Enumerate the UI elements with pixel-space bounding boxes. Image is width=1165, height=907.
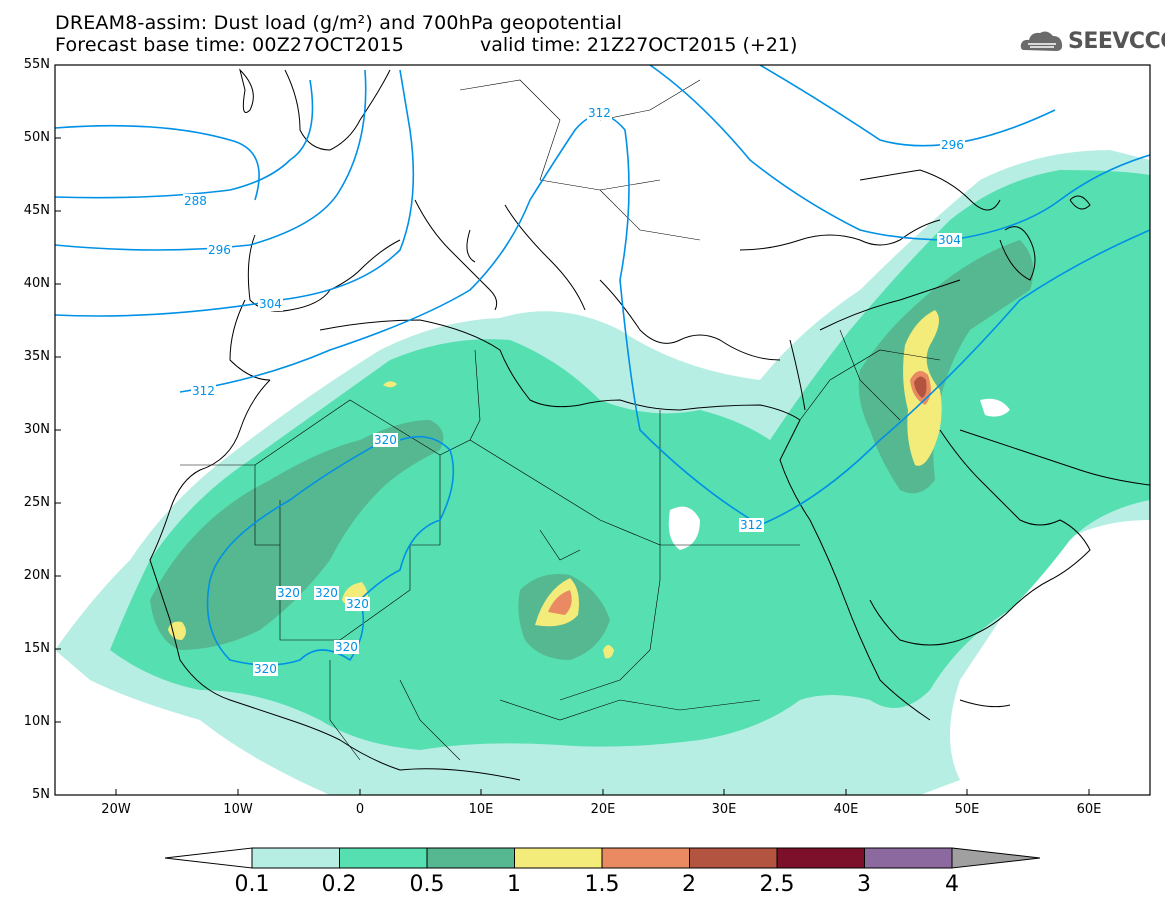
contour-label: 288 bbox=[183, 194, 208, 208]
contour-label: 312 bbox=[191, 384, 216, 398]
colorbar-label: 0.2 bbox=[321, 872, 357, 897]
map-title: DREAM8-assim: Dust load (g/m²) and 700hP… bbox=[55, 12, 623, 34]
colorbar-left-arrow bbox=[164, 847, 253, 869]
colorbar-segment bbox=[514, 848, 602, 868]
contour-label: 296 bbox=[940, 138, 965, 152]
dust-area-mid bbox=[110, 170, 1150, 750]
lon-label: 50E bbox=[954, 802, 980, 817]
colorbar-label: 2.5 bbox=[759, 872, 795, 897]
colorbar-label: 1 bbox=[507, 872, 521, 897]
colorbar-segment bbox=[602, 848, 690, 868]
coastlines bbox=[149, 68, 1150, 781]
lon-label: 20E bbox=[590, 802, 616, 817]
lat-label: 35N bbox=[23, 349, 50, 364]
lon-label: 10E bbox=[468, 802, 494, 817]
axis-ticks bbox=[55, 64, 1090, 795]
contour-label: 320 bbox=[314, 586, 339, 600]
country-borders bbox=[180, 79, 941, 761]
contour-label: 312 bbox=[739, 518, 764, 532]
colorbar-label: 1.5 bbox=[584, 872, 620, 897]
contour-label: 320 bbox=[276, 586, 301, 600]
colorbar-label: 3 bbox=[857, 872, 871, 897]
dust-area-dark bbox=[150, 420, 444, 650]
contour-label: 320 bbox=[373, 433, 398, 447]
colorbar-label: 2 bbox=[682, 872, 696, 897]
colorbar-segment bbox=[864, 848, 952, 868]
lat-label: 25N bbox=[23, 495, 50, 510]
lon-label: 20W bbox=[101, 802, 131, 817]
contour-label: 320 bbox=[334, 640, 359, 654]
logo-text: SEEVCCC bbox=[1068, 29, 1165, 54]
contour-label: 296 bbox=[207, 243, 232, 257]
lat-label: 20N bbox=[23, 568, 50, 583]
lon-label: 30E bbox=[711, 802, 737, 817]
contour-label: 320 bbox=[253, 662, 278, 676]
contour-label: 304 bbox=[937, 233, 962, 247]
lat-label: 15N bbox=[23, 641, 50, 656]
valid-time: valid time: 21Z27OCT2015 (+21) bbox=[480, 34, 798, 56]
lon-label: 60E bbox=[1076, 802, 1102, 817]
colorbar-segment bbox=[427, 848, 515, 868]
lon-label: 40E bbox=[833, 802, 859, 817]
colorbar-label: 0.1 bbox=[234, 872, 270, 897]
lat-label: 45N bbox=[23, 203, 50, 218]
dust-area-red bbox=[914, 376, 927, 398]
dust-area-yellow bbox=[603, 645, 614, 659]
lat-label: 5N bbox=[32, 787, 50, 802]
colorbar-segment bbox=[689, 848, 777, 868]
colorbar bbox=[164, 847, 1041, 869]
dust-area-yellow bbox=[383, 381, 397, 388]
dust-area-orange bbox=[548, 590, 572, 615]
dust-area-dark bbox=[858, 240, 1034, 494]
colorbar-label: 0.5 bbox=[409, 872, 445, 897]
lon-label: 0 bbox=[355, 802, 365, 817]
lat-label: 50N bbox=[23, 130, 50, 145]
colorbar-segment bbox=[252, 848, 340, 868]
clear-patch bbox=[668, 506, 700, 550]
dust-area-yellow bbox=[168, 621, 186, 640]
contour-label: 304 bbox=[258, 297, 283, 311]
colorbar-segment bbox=[777, 848, 865, 868]
colorbar-segment bbox=[339, 848, 427, 868]
lat-label: 40N bbox=[23, 276, 50, 291]
contour-label: 320 bbox=[345, 597, 370, 611]
clear-patch bbox=[980, 398, 1010, 417]
colorbar-label: 4 bbox=[945, 872, 959, 897]
colorbar-right-arrow bbox=[951, 847, 1041, 869]
lat-label: 30N bbox=[23, 422, 50, 437]
lon-label: 10W bbox=[223, 802, 253, 817]
forecast-base-time: Forecast base time: 00Z27OCT2015 bbox=[55, 34, 405, 56]
contour-label: 312 bbox=[587, 106, 612, 120]
lat-label: 55N bbox=[23, 57, 50, 72]
dust-fields bbox=[55, 65, 1150, 795]
lat-label: 10N bbox=[23, 714, 50, 729]
cloud-logo-icon bbox=[1020, 31, 1063, 51]
